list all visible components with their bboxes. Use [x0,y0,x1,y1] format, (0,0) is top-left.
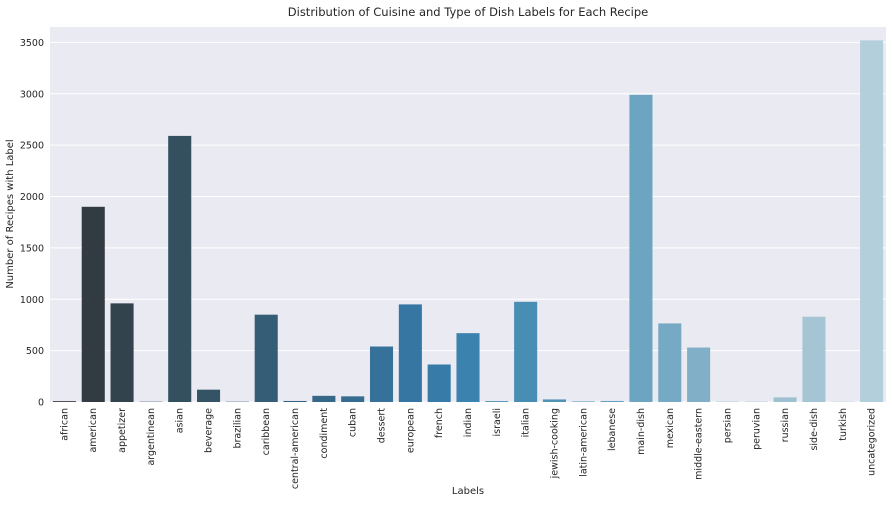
y-tick-label: 1500 [20,243,44,254]
bar-european [399,304,422,402]
x-tick-label: italian [521,408,532,437]
x-tick-label: asian [175,408,186,433]
bar-middle-eastern [687,348,710,402]
bar-appetizer [111,303,134,402]
x-tick-label: lebanese [607,408,618,451]
y-axis-label: Number of Recipes with Label [5,139,16,288]
x-tick-label: latin-american [578,408,589,477]
bar-dessert [370,347,393,402]
x-tick-label: french [434,408,445,438]
x-tick-label: american [88,408,99,453]
bar-side-dish [802,317,825,402]
x-tick-label: peruvian [751,408,762,450]
x-tick-label: main-dish [636,408,647,455]
bar-jewish-cooking [543,399,566,402]
bar-mexican [658,323,681,402]
x-tick-label: russian [780,408,791,442]
bar-italian [514,302,537,402]
chart-title: Distribution of Cuisine and Type of Dish… [288,5,648,19]
bar-lebanese [601,401,624,402]
y-tick-label: 0 [38,398,44,409]
y-tick-labels: 0 500 1000 1500 2000 2500 3000 3500 [20,38,44,409]
x-tick-label: dessert [377,408,388,444]
x-tick-label: side-dish [809,408,820,451]
bar-beverage [197,390,220,402]
x-tick-label: african [59,408,70,441]
bar-caribbean [255,315,278,402]
x-tick-label: argentinean [146,408,157,466]
bar-african [53,401,76,402]
x-tick-label: persian [722,408,733,443]
y-tick-label: 3000 [20,89,44,100]
x-tick-label: israeli [492,408,503,436]
x-tick-label: jewish-cooking [549,408,560,479]
x-tick-label: beverage [204,408,215,453]
x-tick-label: central-american [290,408,301,489]
bar-russian [774,397,797,402]
x-tick-label: turkish [838,408,849,441]
x-tick-label: mexican [665,408,676,448]
x-tick-label: appetizer [117,408,128,453]
bar-cuban [341,396,364,402]
x-tick-labels: african american appetizer argentinean asian… [59,408,877,489]
x-tick-label: cuban [348,408,359,437]
x-tick-label: brazilian [232,408,243,449]
x-tick-label: european [405,408,416,453]
bar-indian [456,333,479,402]
y-tick-label: 2000 [20,192,44,203]
y-tick-label: 3500 [20,38,44,49]
bar-french [428,365,451,403]
y-tick-label: 1000 [20,295,44,306]
bar-condiment [312,396,335,402]
bar-latin-american [572,401,595,402]
y-tick-label: 2500 [20,141,44,152]
bar-american [82,207,105,402]
bar-israeli [485,401,508,402]
x-axis-label: Labels [452,486,484,497]
y-tick-label: 500 [26,346,44,357]
x-tick-label: caribbean [261,408,272,455]
x-tick-label: uncategorized [867,408,878,476]
x-tick-label: middle-eastern [694,408,705,480]
x-tick-label: indian [463,408,474,437]
x-tick-label: condiment [319,408,330,459]
bar-central-american [284,401,307,402]
bar-asian [168,136,191,402]
bar-uncategorized [860,40,883,402]
bar-main-dish [629,95,652,402]
